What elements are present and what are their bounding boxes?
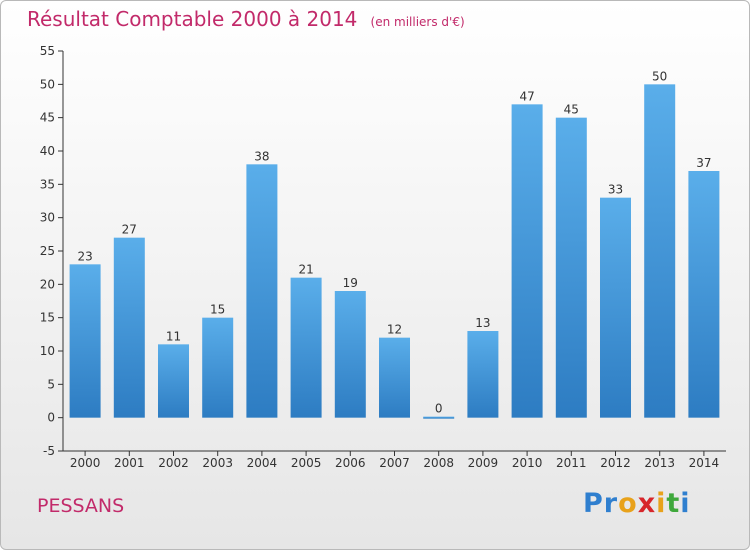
y-tick-label: 45 xyxy=(40,111,55,125)
bar xyxy=(688,171,720,418)
bar xyxy=(113,237,145,418)
bar xyxy=(334,291,366,418)
x-tick-label: 2006 xyxy=(335,456,366,470)
chart-title-main: Résultat Comptable 2000 à 2014 xyxy=(27,7,358,31)
data-label: 38 xyxy=(254,149,269,163)
commune-name: PESSANS xyxy=(37,495,125,517)
bar xyxy=(69,264,101,418)
data-label: 0 xyxy=(435,402,443,416)
logo-letter: r xyxy=(603,488,619,519)
data-label: 47 xyxy=(519,89,534,103)
bar xyxy=(158,344,189,418)
y-tick-label: 20 xyxy=(40,277,55,291)
x-tick-label: 2005 xyxy=(291,456,322,470)
logo-letter: t xyxy=(666,488,681,519)
y-tick-label: -5 xyxy=(43,444,55,458)
y-tick-label: 40 xyxy=(40,144,55,158)
y-tick-label: 15 xyxy=(40,311,55,325)
data-label: 13 xyxy=(475,316,490,330)
x-tick-label: 2001 xyxy=(114,456,145,470)
y-tick-label: 25 xyxy=(40,244,55,258)
x-tick-label: 2009 xyxy=(468,456,499,470)
data-label: 15 xyxy=(210,303,225,317)
logo-letter: o xyxy=(618,488,638,519)
bar xyxy=(644,84,676,418)
proxiti-logo: Proxiti xyxy=(583,488,691,519)
bar xyxy=(379,337,410,418)
data-label: 27 xyxy=(122,223,137,237)
bar xyxy=(202,317,234,418)
data-label: 23 xyxy=(77,249,92,263)
x-tick-label: 2012 xyxy=(600,456,631,470)
data-label: 11 xyxy=(166,329,181,343)
x-tick-label: 2013 xyxy=(644,456,675,470)
bar xyxy=(600,197,631,418)
x-tick-label: 2014 xyxy=(689,456,720,470)
x-tick-label: 2007 xyxy=(379,456,410,470)
data-label: 37 xyxy=(696,156,711,170)
x-tick-label: 2000 xyxy=(70,456,101,470)
y-tick-label: 10 xyxy=(40,344,55,358)
bar xyxy=(511,104,543,418)
logo-letter: i xyxy=(656,488,667,519)
x-tick-label: 2010 xyxy=(512,456,543,470)
chart-title-unit: (en milliers d'€) xyxy=(370,15,465,29)
data-label: 19 xyxy=(343,276,358,290)
y-tick-label: 30 xyxy=(40,211,55,225)
data-label: 12 xyxy=(387,323,402,337)
y-tick-label: 55 xyxy=(40,44,55,58)
x-tick-label: 2002 xyxy=(158,456,189,470)
data-label: 33 xyxy=(608,183,623,197)
x-tick-label: 2004 xyxy=(247,456,278,470)
data-label: 21 xyxy=(298,263,313,277)
chart-title: Résultat Comptable 2000 à 2014 (en milli… xyxy=(27,7,465,31)
x-tick-label: 2003 xyxy=(202,456,233,470)
logo-letter: i xyxy=(680,488,691,519)
y-tick-label: 35 xyxy=(40,177,55,191)
y-tick-label: 5 xyxy=(47,377,55,391)
bar xyxy=(290,277,322,418)
y-tick-label: 0 xyxy=(47,411,55,425)
x-tick-label: 2008 xyxy=(423,456,454,470)
bar xyxy=(423,416,455,419)
bar xyxy=(246,164,278,418)
y-tick-label: 50 xyxy=(40,77,55,91)
x-tick-label: 2011 xyxy=(556,456,587,470)
logo-letter: P xyxy=(583,488,604,519)
bar xyxy=(467,331,499,418)
logo-letter: x xyxy=(637,488,657,519)
bar xyxy=(555,117,587,418)
data-label: 45 xyxy=(564,103,579,117)
data-label: 50 xyxy=(652,69,667,83)
